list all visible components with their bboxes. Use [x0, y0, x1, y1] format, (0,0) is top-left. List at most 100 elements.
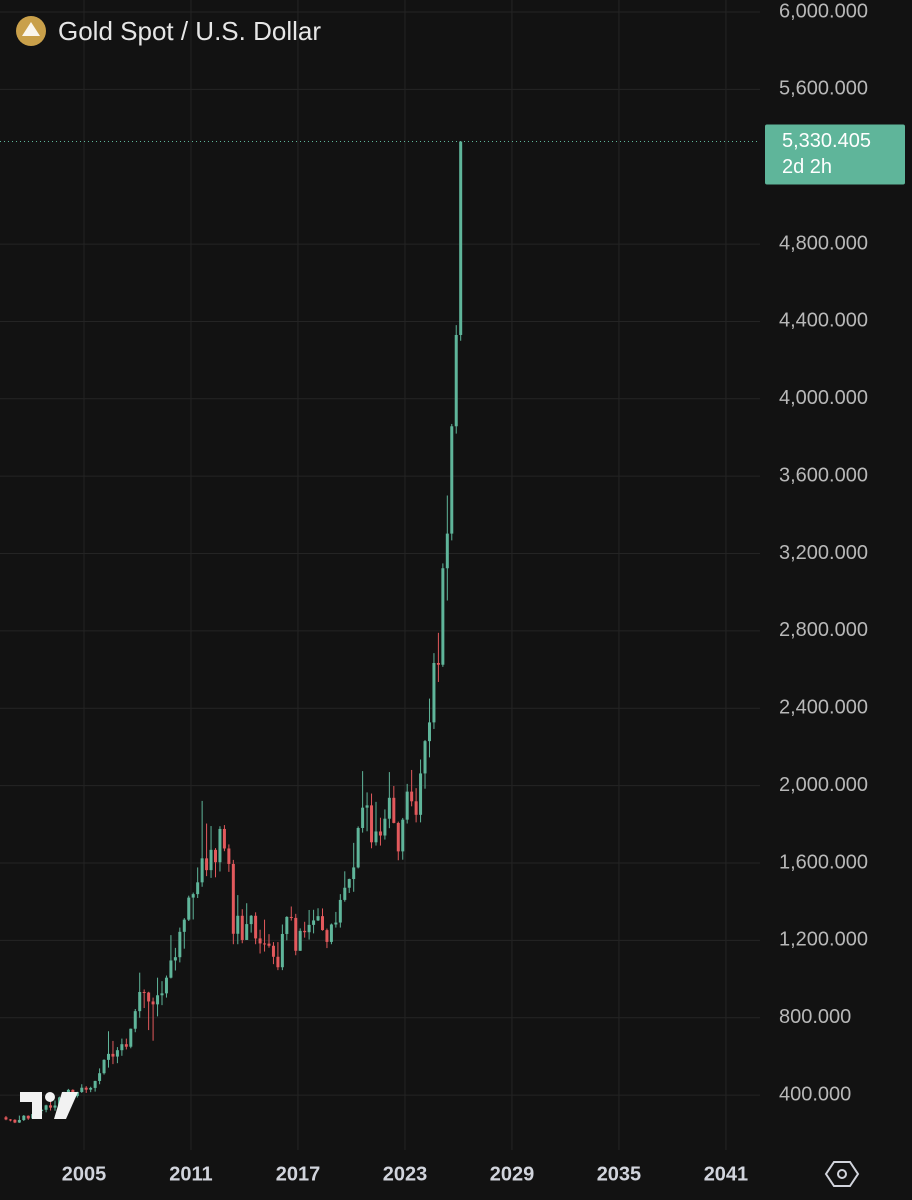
candle-body — [320, 916, 324, 931]
candle-body — [231, 863, 235, 934]
candle-body — [254, 915, 258, 939]
candle-body — [459, 141, 463, 335]
candle-body — [151, 1001, 155, 1005]
x-tick-label: 2041 — [704, 1163, 749, 1185]
candle-body — [160, 993, 164, 996]
candle-body — [329, 924, 333, 942]
candle-body — [187, 897, 191, 920]
candle-body — [387, 797, 391, 819]
candle-body — [396, 822, 400, 852]
x-tick-label: 2017 — [276, 1163, 321, 1185]
candle-body — [227, 848, 231, 864]
candle-body — [236, 915, 240, 934]
candle-body — [298, 930, 302, 951]
candle-body — [414, 801, 418, 815]
candle-body — [445, 533, 449, 569]
settings-icon[interactable] — [824, 1161, 860, 1187]
candle-body — [352, 867, 356, 880]
y-tick-label: 1,200.000 — [779, 929, 868, 951]
candle-body — [271, 945, 275, 957]
candles — [0, 140, 760, 1124]
axis-labels: 400.000 800.000 1,200.000 1,600.000 2,000.00… — [62, 0, 905, 1185]
y-tick-label: 2,800.000 — [779, 619, 868, 641]
chart-title: Gold Spot / U.S. Dollar — [58, 16, 321, 46]
candle-body — [218, 828, 222, 863]
candle-body — [419, 773, 423, 815]
candle-body — [263, 943, 267, 945]
candle-body — [22, 1115, 26, 1121]
y-tick-label: 800.000 — [779, 1006, 851, 1028]
candle-body — [356, 827, 360, 868]
candle-body — [401, 819, 405, 852]
candle-body — [454, 334, 458, 427]
logo-part — [54, 1092, 78, 1119]
candle-body — [338, 899, 342, 923]
candle-body — [334, 922, 338, 925]
y-tick-label: 4,800.000 — [779, 232, 868, 254]
candle-body — [75, 1091, 79, 1097]
y-tick-label: 400.000 — [779, 1083, 851, 1105]
candle-body — [392, 797, 396, 823]
candle-body — [4, 1117, 8, 1120]
candle-body — [427, 722, 431, 742]
candle-body — [325, 930, 329, 942]
candle-body — [347, 879, 351, 888]
x-tick-label: 2023 — [383, 1163, 428, 1185]
candle-body — [245, 924, 249, 940]
candle-body — [115, 1050, 119, 1057]
candle-body — [13, 1119, 17, 1123]
candle-body — [289, 916, 293, 918]
last-price-label: 5,330.405 — [782, 130, 871, 152]
x-tick-label: 2035 — [597, 1163, 642, 1185]
candle-body — [267, 943, 271, 946]
candle-body — [374, 831, 378, 843]
candle-body — [133, 1011, 137, 1029]
symbol-header: Gold Spot / U.S. Dollar — [16, 16, 321, 46]
grid — [0, 0, 760, 1150]
candle-body — [222, 828, 226, 849]
candle-body — [107, 1053, 111, 1060]
candle-body — [26, 1115, 30, 1119]
candle-body — [156, 995, 160, 1005]
candle-body — [213, 849, 217, 863]
candle-body — [80, 1087, 84, 1092]
y-tick-label: 6,000.000 — [779, 0, 868, 22]
candle-body — [17, 1120, 21, 1123]
candle-body — [249, 915, 253, 925]
x-tick-label: 2011 — [169, 1163, 212, 1185]
candle-body — [53, 1105, 57, 1108]
x-tick-label: 2029 — [490, 1163, 535, 1185]
candle-body — [129, 1028, 133, 1047]
settings-icon-center — [837, 1169, 847, 1179]
candle-body — [66, 1089, 70, 1092]
candle-body — [450, 426, 454, 534]
y-tick-label: 2,400.000 — [779, 697, 868, 719]
candle-body — [312, 920, 316, 925]
candle-body — [378, 831, 382, 836]
candle-body — [93, 1080, 97, 1088]
countdown-label: 2d 2h — [782, 156, 832, 178]
candle-body — [365, 805, 369, 808]
candle-body — [84, 1087, 88, 1090]
y-tick-label: 2,000.000 — [779, 774, 868, 796]
last-price-box — [765, 124, 905, 185]
candle-body — [196, 882, 200, 895]
candle-body — [124, 1044, 128, 1047]
candle-body — [280, 933, 284, 968]
candle-body — [307, 924, 311, 933]
y-tick-label: 3,600.000 — [779, 464, 868, 486]
settings-button[interactable] — [824, 1161, 860, 1187]
candle-body — [138, 991, 142, 1012]
candle-body — [285, 916, 289, 934]
y-tick-label: 4,400.000 — [779, 310, 868, 332]
candle-body — [178, 931, 182, 958]
candle-body — [147, 992, 151, 1002]
logo-part — [20, 1092, 42, 1119]
candle-body — [102, 1059, 106, 1074]
candle-body — [410, 791, 414, 802]
candle-body — [432, 663, 436, 723]
y-tick-label: 5,600.000 — [779, 78, 868, 100]
candle-body — [343, 887, 347, 900]
candle-body — [316, 916, 320, 921]
